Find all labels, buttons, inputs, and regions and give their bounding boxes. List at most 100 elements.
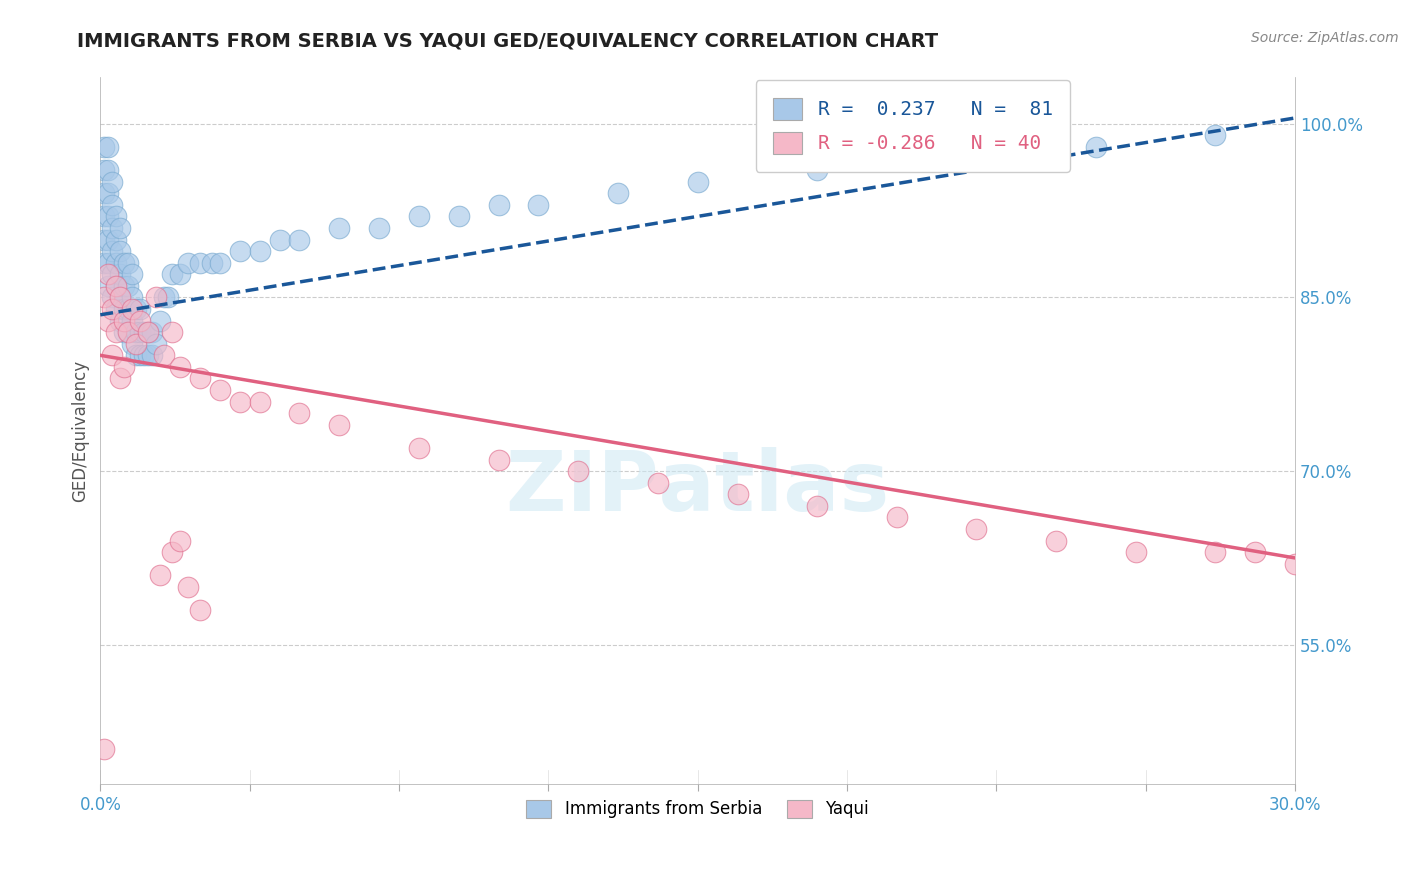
Point xyxy=(121,313,143,327)
Point xyxy=(1125,545,1147,559)
Point xyxy=(408,441,430,455)
Text: Source: ZipAtlas.com: Source: ZipAtlas.com xyxy=(1251,31,1399,45)
Legend: Immigrants from Serbia, Yaqui: Immigrants from Serbia, Yaqui xyxy=(520,793,876,825)
Point xyxy=(112,359,135,374)
Point xyxy=(97,210,120,224)
Point xyxy=(1323,117,1346,131)
Point xyxy=(527,198,550,212)
Point xyxy=(134,348,156,362)
Point xyxy=(149,313,172,327)
Point xyxy=(110,313,132,327)
Point xyxy=(249,244,271,259)
Point xyxy=(727,487,749,501)
Point xyxy=(105,210,128,224)
Point xyxy=(105,278,128,293)
Point xyxy=(129,313,152,327)
Point xyxy=(101,198,124,212)
Point xyxy=(105,325,128,339)
Point xyxy=(408,210,430,224)
Point xyxy=(101,267,124,281)
Point xyxy=(160,267,183,281)
Text: IMMIGRANTS FROM SERBIA VS YAQUI GED/EQUIVALENCY CORRELATION CHART: IMMIGRANTS FROM SERBIA VS YAQUI GED/EQUI… xyxy=(77,31,938,50)
Point xyxy=(686,175,709,189)
Point xyxy=(112,278,135,293)
Point xyxy=(121,336,143,351)
Point xyxy=(105,233,128,247)
Point xyxy=(141,325,163,339)
Point xyxy=(153,290,176,304)
Point xyxy=(965,522,987,536)
Point xyxy=(105,301,128,316)
Point xyxy=(1244,545,1267,559)
Point xyxy=(169,267,191,281)
Point xyxy=(149,568,172,582)
Point xyxy=(93,163,115,178)
Point xyxy=(447,210,470,224)
Point xyxy=(288,406,311,420)
Point xyxy=(117,256,139,270)
Point xyxy=(157,290,180,304)
Point xyxy=(145,336,167,351)
Point xyxy=(1084,140,1107,154)
Point xyxy=(121,301,143,316)
Point xyxy=(229,394,252,409)
Point xyxy=(145,290,167,304)
Point xyxy=(105,256,128,270)
Point xyxy=(110,267,132,281)
Point xyxy=(93,210,115,224)
Point xyxy=(288,233,311,247)
Point xyxy=(112,301,135,316)
Point xyxy=(188,256,211,270)
Point xyxy=(93,742,115,756)
Point xyxy=(607,186,630,201)
Point xyxy=(125,336,148,351)
Point xyxy=(117,325,139,339)
Point xyxy=(160,325,183,339)
Point xyxy=(129,325,152,339)
Point xyxy=(136,348,159,362)
Point xyxy=(328,417,350,432)
Point xyxy=(101,348,124,362)
Point xyxy=(101,221,124,235)
Point xyxy=(97,256,120,270)
Point xyxy=(121,290,143,304)
Point xyxy=(1204,545,1226,559)
Point xyxy=(101,301,124,316)
Point xyxy=(208,256,231,270)
Point xyxy=(153,348,176,362)
Point xyxy=(105,278,128,293)
Point xyxy=(110,244,132,259)
Point xyxy=(97,267,120,281)
Point xyxy=(567,464,589,478)
Point xyxy=(121,267,143,281)
Point xyxy=(117,278,139,293)
Point xyxy=(110,221,132,235)
Point xyxy=(125,325,148,339)
Point xyxy=(177,256,200,270)
Point xyxy=(93,290,115,304)
Point xyxy=(1045,533,1067,548)
Point xyxy=(806,163,828,178)
Point xyxy=(208,383,231,397)
Point xyxy=(97,163,120,178)
Point xyxy=(110,371,132,385)
Point xyxy=(1204,128,1226,143)
Point xyxy=(101,175,124,189)
Point xyxy=(188,603,211,617)
Point xyxy=(101,244,124,259)
Point xyxy=(112,313,135,327)
Point xyxy=(647,475,669,490)
Point xyxy=(117,325,139,339)
Point xyxy=(93,186,115,201)
Point xyxy=(368,221,391,235)
Point xyxy=(886,510,908,524)
Text: ZIP​atlas: ZIP​atlas xyxy=(506,447,890,527)
Point xyxy=(125,301,148,316)
Point xyxy=(110,290,132,304)
Point xyxy=(97,140,120,154)
Point xyxy=(886,152,908,166)
Y-axis label: GED/Equivalency: GED/Equivalency xyxy=(72,359,89,501)
Point xyxy=(965,152,987,166)
Point xyxy=(134,325,156,339)
Point xyxy=(110,290,132,304)
